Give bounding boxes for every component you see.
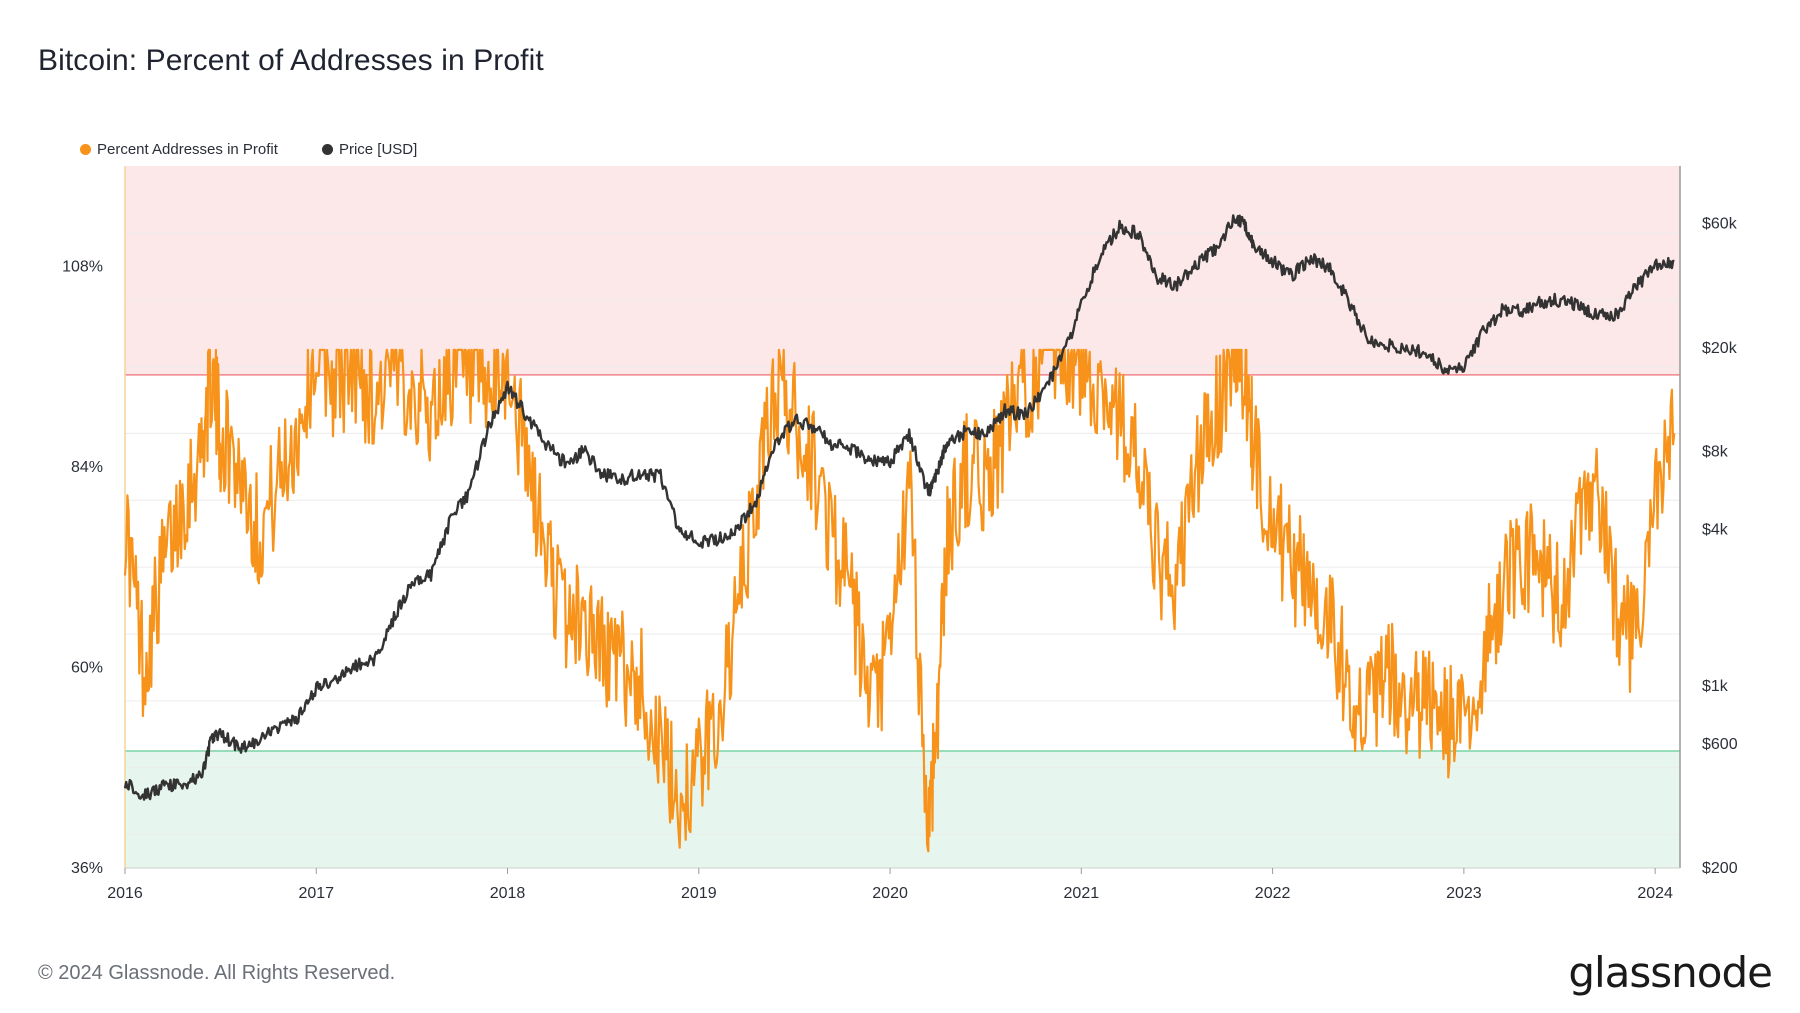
x-tick-label: 2020 <box>872 885 908 902</box>
x-tick-label: 2024 <box>1637 885 1673 902</box>
y-right-tick-label: $60k <box>1702 216 1738 233</box>
legend: Percent Addresses in Profit Price [USD] <box>80 141 417 158</box>
x-tick-label: 2018 <box>490 885 526 902</box>
y-left-tick-label: 36% <box>71 860 103 877</box>
copyright-footer: © 2024 Glassnode. All Rights Reserved. <box>38 962 396 984</box>
legend-label-price: Price [USD] <box>338 141 418 158</box>
legend-label-percent-profit: Percent Addresses in Profit <box>97 141 278 158</box>
x-tick-label: 2022 <box>1255 885 1291 902</box>
y-right-tick-label: $4k <box>1702 522 1729 539</box>
band-overvalued <box>125 166 1680 375</box>
y-right-tick-label: $200 <box>1702 860 1738 877</box>
y-right-tick-label: $20k <box>1702 340 1738 357</box>
series-line-percent-profit <box>123 348 1676 853</box>
y-right-tick-label: $8k <box>1702 443 1729 460</box>
glassnode-logo: glassnode <box>1568 948 1773 997</box>
legend-dot-orange <box>80 144 91 155</box>
x-tick-label: 2016 <box>107 885 143 902</box>
legend-dot-black <box>321 144 333 155</box>
y-right-tick-label: $600 <box>1702 736 1738 753</box>
legend-item-percent-profit[interactable]: Percent Addresses in Profit <box>80 141 278 158</box>
x-tick-label: 2017 <box>298 885 334 902</box>
band-undervalued <box>125 751 1680 868</box>
y-left-tick-label: 84% <box>71 459 103 476</box>
chart-title: Bitcoin: Percent of Addresses in Profit <box>38 44 544 77</box>
x-tick-label: 2023 <box>1446 885 1482 902</box>
x-tick-label: 2021 <box>1064 885 1100 902</box>
y-left-tick-label: 108% <box>62 258 103 275</box>
legend-item-price[interactable]: Price [USD] <box>321 141 418 158</box>
series-line-price <box>123 214 1675 801</box>
y-right-tick-label: $1k <box>1702 678 1729 695</box>
y-left-tick-label: 60% <box>71 659 103 676</box>
x-tick-label: 2019 <box>681 885 717 902</box>
